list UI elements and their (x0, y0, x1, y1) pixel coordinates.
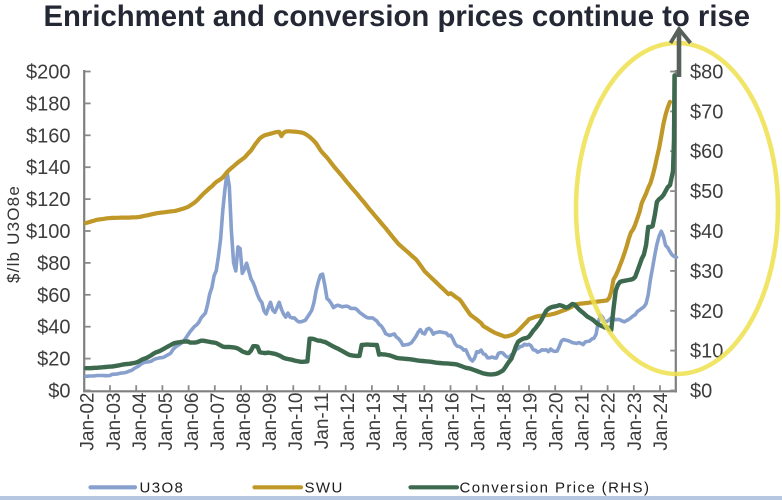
svg-text:Jan-13: Jan-13 (364, 393, 385, 451)
svg-text:Jan-15: Jan-15 (416, 393, 437, 451)
svg-text:Jan-17: Jan-17 (468, 393, 489, 451)
svg-text:Jan-24: Jan-24 (651, 392, 672, 451)
svg-text:$/lb U3O8e: $/lb U3O8e (4, 185, 23, 283)
svg-text:$70: $70 (690, 101, 723, 123)
svg-text:Enrichment and conversion pric: Enrichment and conversion prices continu… (44, 0, 751, 33)
svg-text:$160: $160 (26, 125, 71, 147)
svg-text:Jan-16: Jan-16 (442, 393, 463, 451)
svg-text:$200: $200 (26, 62, 71, 84)
svg-text:Jan-10: Jan-10 (286, 393, 307, 451)
svg-text:Jan-05: Jan-05 (156, 393, 177, 451)
svg-text:Jan-23: Jan-23 (625, 393, 646, 451)
svg-text:$60: $60 (37, 285, 70, 307)
svg-text:Jan-21: Jan-21 (573, 393, 594, 451)
svg-text:$0: $0 (48, 381, 70, 403)
svg-text:Jan-07: Jan-07 (208, 393, 229, 451)
svg-text:$80: $80 (690, 62, 723, 84)
svg-text:Jan-02: Jan-02 (78, 393, 99, 451)
svg-text:SWU: SWU (305, 479, 344, 496)
svg-text:$120: $120 (26, 189, 71, 211)
svg-text:Jan-20: Jan-20 (547, 393, 568, 451)
svg-text:$80: $80 (37, 253, 70, 275)
svg-text:Jan-12: Jan-12 (338, 393, 359, 451)
svg-text:Jan-04: Jan-04 (130, 392, 151, 451)
svg-text:Jan-14: Jan-14 (390, 392, 411, 451)
svg-text:$20: $20 (37, 349, 70, 371)
svg-text:Jan-03: Jan-03 (104, 393, 125, 451)
svg-text:$100: $100 (26, 221, 71, 243)
svg-text:Jan-08: Jan-08 (234, 393, 255, 451)
svg-text:Jan-09: Jan-09 (260, 393, 281, 451)
svg-text:$20: $20 (690, 301, 723, 323)
svg-text:Jan-06: Jan-06 (182, 393, 203, 451)
svg-text:$0: $0 (690, 381, 712, 403)
svg-text:$180: $180 (26, 93, 71, 115)
svg-text:Jan-22: Jan-22 (599, 393, 620, 451)
svg-text:$40: $40 (690, 221, 723, 243)
svg-text:Jan-19: Jan-19 (521, 393, 542, 451)
svg-text:$30: $30 (690, 261, 723, 283)
svg-text:$40: $40 (37, 317, 70, 339)
svg-text:$60: $60 (690, 141, 723, 163)
svg-text:Conversion Price (RHS): Conversion Price (RHS) (460, 479, 651, 496)
svg-text:U3O8: U3O8 (140, 479, 185, 496)
svg-text:$140: $140 (26, 157, 71, 179)
svg-text:Jan-11: Jan-11 (312, 393, 333, 450)
svg-text:$50: $50 (690, 181, 723, 203)
svg-text:Jan-18: Jan-18 (495, 393, 516, 451)
svg-text:$10: $10 (690, 341, 723, 363)
